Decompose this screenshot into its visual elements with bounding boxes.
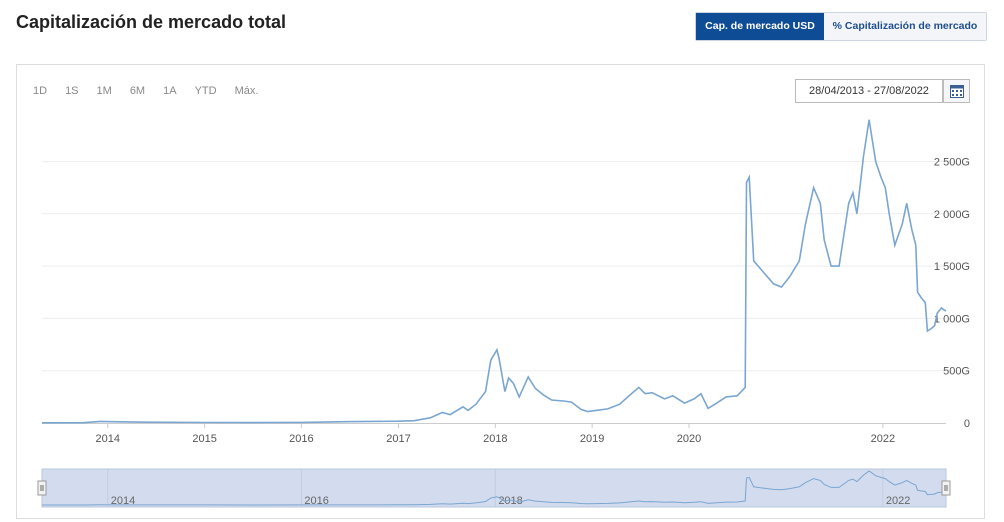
series-line-market-cap: [41, 119, 947, 424]
x-tick-label: 2015: [192, 433, 216, 445]
navigator-selection[interactable]: [41, 468, 947, 508]
grid-lines: [42, 161, 946, 372]
range-button-6m[interactable]: 6M: [129, 85, 146, 97]
chart-panel: 1D 1S 1M 6M 1A YTD Máx. 28/04/2013 - 27/…: [16, 64, 985, 519]
y-tick-label: 2 000G: [934, 209, 970, 221]
x-tick-label: 2017: [386, 433, 410, 445]
page-title: Capitalización de mercado total: [16, 12, 287, 32]
range-button-1d[interactable]: 1D: [33, 85, 48, 97]
range-button-max[interactable]: Máx.: [234, 85, 259, 97]
navigator[interactable]: 2014 2016 2018 2022: [37, 468, 951, 508]
range-selector: 1D 1S 1M 6M 1A YTD Máx.: [33, 85, 276, 97]
navigator-tick-label: 2016: [304, 495, 328, 507]
x-axis-ticks: 2014 2015 2016 2017 2018 2019 2020 2022: [96, 423, 895, 445]
navigator-tick-label: 2014: [111, 495, 135, 507]
y-tick-label: 500G: [943, 366, 970, 378]
x-tick-label: 2022: [871, 433, 895, 445]
y-tick-label: 0: [964, 418, 970, 430]
mode-tabs: Cap. de mercado USD % Capitalización de …: [695, 12, 987, 41]
range-button-1s[interactable]: 1S: [65, 85, 79, 97]
x-tick-label: 2018: [483, 433, 507, 445]
navigator-tick-label: 2018: [498, 495, 522, 507]
tab-market-cap-percent[interactable]: % Capitalización de mercado: [824, 13, 986, 40]
tab-market-cap-usd[interactable]: Cap. de mercado USD: [696, 13, 824, 40]
y-tick-label: 1 500G: [934, 261, 970, 273]
x-tick-label: 2020: [677, 433, 701, 445]
navigator-series-line: [42, 470, 947, 506]
navigator-right-handle[interactable]: [941, 480, 951, 496]
y-tick-label: 2 500G: [934, 157, 970, 169]
range-button-ytd[interactable]: YTD: [194, 85, 217, 97]
y-axis-ticks: 0 500G 1 000G 1 500G 2 000G 2 500G: [934, 157, 970, 431]
range-button-1a[interactable]: 1A: [163, 85, 177, 97]
navigator-tick-label: 2022: [886, 495, 910, 507]
range-button-1m[interactable]: 1M: [96, 85, 112, 97]
calendar-icon: [949, 84, 964, 98]
navigator-left-handle[interactable]: [37, 480, 47, 496]
date-range-input[interactable]: 28/04/2013 - 27/08/2022: [795, 79, 943, 103]
calendar-button[interactable]: [943, 79, 970, 103]
x-tick-label: 2014: [96, 433, 120, 445]
navigator-ticks: 2014 2016 2018 2022: [107, 469, 910, 507]
x-tick-label: 2019: [580, 433, 604, 445]
x-tick-label: 2016: [289, 433, 313, 445]
y-tick-label: 1 000G: [934, 313, 970, 325]
